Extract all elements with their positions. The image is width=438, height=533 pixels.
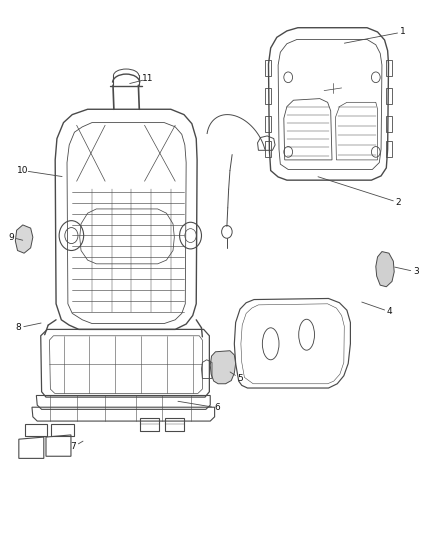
Text: 7: 7 — [71, 442, 77, 451]
Text: 10: 10 — [17, 166, 28, 175]
Polygon shape — [376, 252, 394, 287]
Text: 11: 11 — [142, 75, 154, 83]
Text: 9: 9 — [8, 233, 14, 241]
Text: 4: 4 — [387, 308, 392, 316]
Text: 1: 1 — [400, 28, 406, 36]
Polygon shape — [210, 351, 236, 384]
Text: 6: 6 — [214, 403, 220, 412]
Polygon shape — [15, 225, 33, 253]
Text: 5: 5 — [237, 374, 243, 383]
Text: 8: 8 — [15, 324, 21, 332]
Text: 2: 2 — [396, 198, 401, 207]
Text: 3: 3 — [413, 268, 419, 276]
